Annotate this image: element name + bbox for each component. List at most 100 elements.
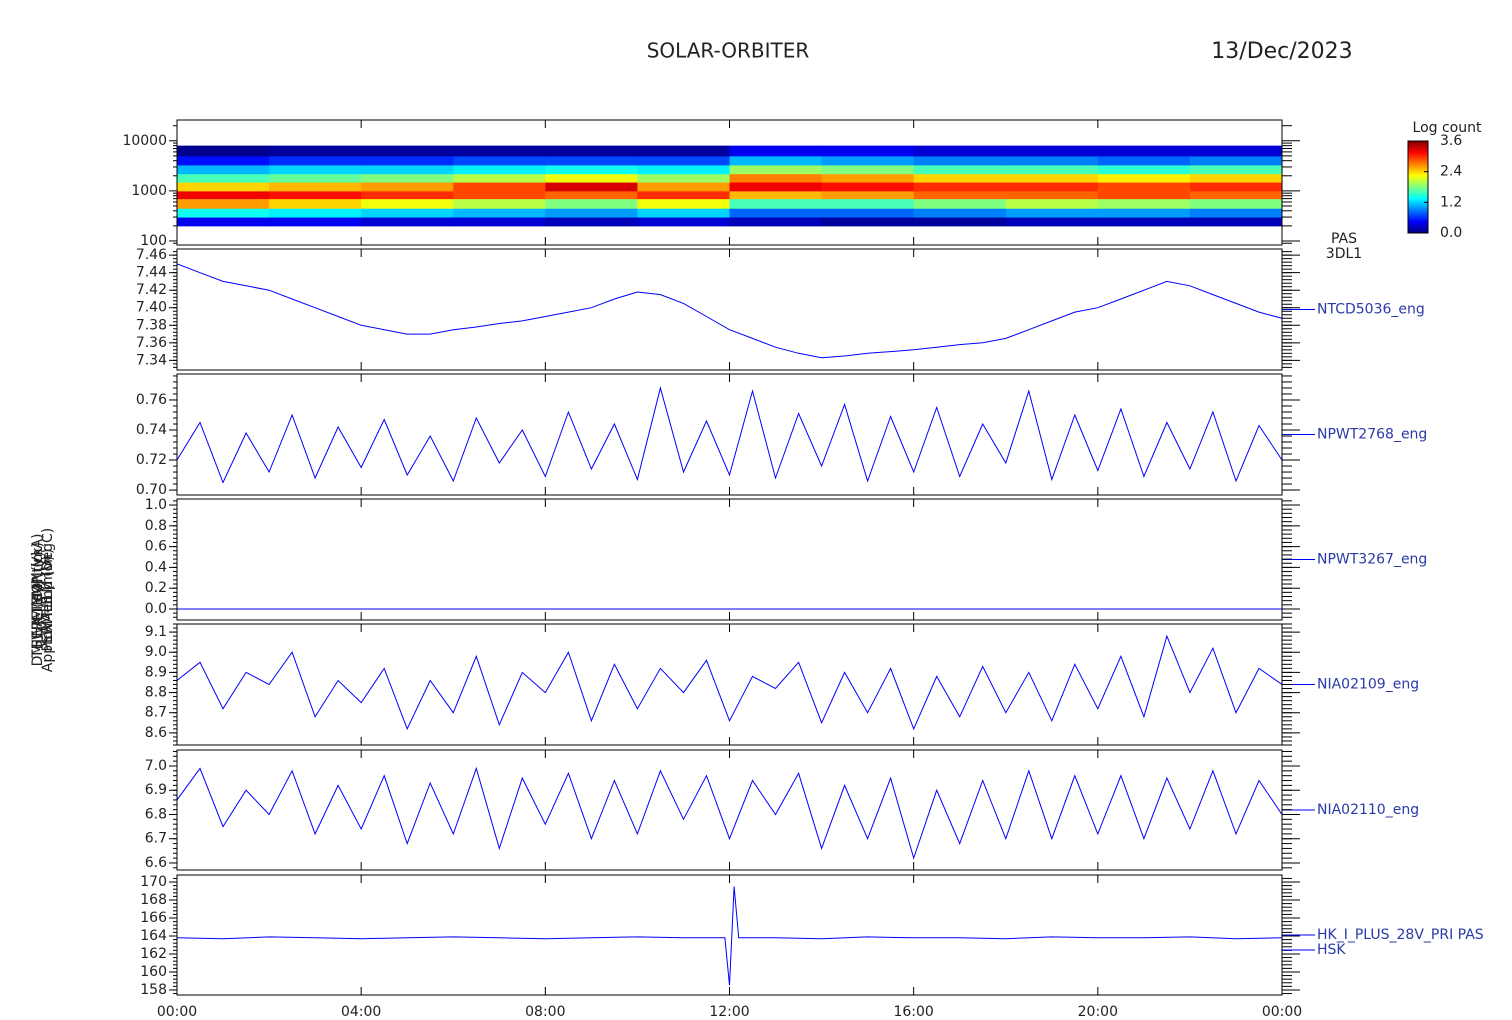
heat-cell [913, 198, 1007, 209]
heat-cell [1005, 190, 1099, 200]
heat-cell [1097, 198, 1191, 209]
axis-frame [176, 248, 1283, 371]
heat-cell [177, 164, 270, 175]
heat-cell [1189, 217, 1282, 227]
y-tick-label: 7.36 [136, 335, 167, 351]
y-tick-label: 7.34 [136, 352, 167, 368]
heat-cell [361, 217, 454, 227]
heat-cell [1005, 164, 1099, 175]
heat-cell [729, 145, 823, 157]
y-axis-label: DM_HK_IMON (mA) [30, 534, 46, 667]
heat-cell [453, 164, 546, 175]
colorbar-tick-label: 2.4 [1440, 164, 1462, 180]
heat-cell [729, 217, 823, 227]
heat-cell [1005, 145, 1099, 157]
axis-frame [176, 498, 1283, 621]
heat-cell [177, 182, 270, 192]
heat-cell [453, 173, 546, 183]
y-tick-label: 10000 [122, 133, 167, 149]
instrument-label: PAS [1331, 231, 1357, 247]
heat-cell [361, 173, 454, 183]
panel: NIA02110_eng 6.6 6.7 6.8 6.9 7.0 [145, 749, 1419, 871]
chart-title: SOLAR-ORBITER [647, 39, 810, 63]
heat-cell [361, 198, 454, 209]
y-tick-label: 100 [140, 233, 167, 249]
heat-cell [545, 155, 638, 166]
heat-cell [1189, 182, 1282, 192]
heat-cell [177, 173, 270, 183]
heat-cell [269, 182, 362, 192]
heat-cell [453, 145, 546, 157]
heat-cell [637, 155, 730, 166]
x-tick-label: 00:00 [1262, 1004, 1302, 1020]
y-axis-label: PERMLB (mon) [40, 549, 56, 652]
heat-cell [821, 190, 915, 200]
heat-cell [637, 190, 730, 200]
y-tick-label: 1.0 [145, 497, 167, 513]
heat-cell [1097, 217, 1191, 227]
heat-cell [729, 173, 823, 183]
heat-cell [453, 190, 546, 200]
y-tick-label: 162 [140, 946, 167, 962]
heat-cell [1005, 208, 1099, 218]
y-tick-label: 6.9 [145, 782, 167, 798]
heat-cell [913, 164, 1007, 175]
heat-cell [1189, 155, 1282, 166]
y-tick-label: 8.8 [145, 685, 167, 701]
heat-cell [821, 198, 915, 209]
y-tick-label: 8.9 [145, 664, 167, 680]
heat-cell [1189, 164, 1282, 175]
y-tick-label: 166 [140, 910, 167, 926]
heat-cell [821, 217, 915, 227]
heat-cell [637, 217, 730, 227]
colorbar-tick-label: 3.6 [1440, 133, 1462, 149]
heat-cell [453, 155, 546, 166]
y-tick-label: 0.6 [145, 539, 167, 555]
heat-cell [177, 190, 270, 200]
heat-cell [453, 182, 546, 192]
heat-cell [1189, 173, 1282, 183]
plot-area [177, 766, 1282, 860]
heat-cell [361, 208, 454, 218]
series-label: NPWT3267_eng [1317, 552, 1427, 568]
y-tick-label: 7.0 [145, 758, 167, 774]
x-tick-label: 08:00 [525, 1004, 565, 1020]
series-label: NPWT2768_eng [1317, 427, 1427, 443]
y-tick-label: 9.1 [145, 624, 167, 640]
instrument-label: HSK [1317, 942, 1346, 958]
heat-cell [177, 145, 270, 157]
y-axis-label: SWA-TEMP (V) [30, 551, 46, 649]
heat-cell [361, 155, 454, 166]
heat-cell [545, 145, 638, 157]
date: 13/Dec/2023 [1211, 39, 1352, 64]
heat-cell [269, 164, 362, 175]
panel: NIA02109_eng 8.6 8.7 8.8 8.9 9.0 9.1 [145, 623, 1419, 746]
heat-cell [637, 164, 730, 175]
heat-cell [821, 145, 915, 157]
y-tick-label: 6.7 [145, 831, 167, 847]
heat-cell [453, 208, 546, 218]
y-tick-label: 158 [140, 982, 167, 998]
heat-cell [545, 164, 638, 175]
plot-area [177, 634, 1282, 731]
series-label: NIA02109_eng [1317, 677, 1419, 693]
heat-cell [177, 217, 270, 227]
heat-cell [821, 173, 915, 183]
heat-cell [361, 164, 454, 175]
y-tick-label: 168 [140, 892, 167, 908]
data-line [177, 263, 1282, 359]
y-tick-label: 6.6 [145, 855, 167, 871]
y-axis-label: E (eV) [30, 579, 46, 621]
plot-area [177, 386, 1282, 484]
y-axis-label: Approx Temp (DegC) [40, 528, 56, 672]
x-tick-label: 12:00 [709, 1004, 749, 1020]
heat-cell [545, 190, 638, 200]
heat-cell [177, 208, 270, 218]
y-axis-label: THERM_C4 (tick) [30, 542, 46, 659]
heat-cell [453, 198, 546, 209]
series-label: NIA02110_eng [1317, 802, 1419, 818]
heat-cell [269, 198, 362, 209]
plot-area [177, 263, 1282, 359]
y-tick-label: 0.0 [145, 601, 167, 617]
